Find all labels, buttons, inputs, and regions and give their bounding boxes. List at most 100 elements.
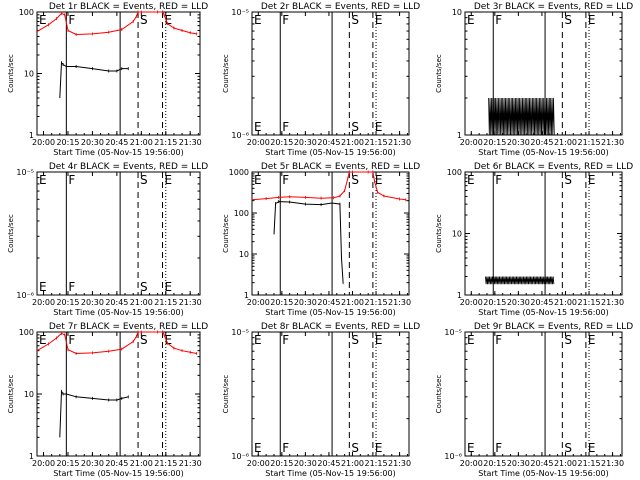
marker-label: E <box>375 441 383 455</box>
marker-label: S <box>351 333 359 347</box>
x-axis-label: Start Time (05-Nov-15 19:56:00) <box>478 148 608 157</box>
x-axis-label: Start Time (05-Nov-15 19:56:00) <box>265 308 395 317</box>
x-axis-label: Start Time (05-Nov-15 19:56:00) <box>53 308 183 317</box>
marker-label: F <box>495 173 502 187</box>
x-tick-label: 21:00 <box>130 298 153 307</box>
y-tick-label: 100 <box>234 209 249 218</box>
x-tick-label: 20:30 <box>507 459 530 468</box>
marker-label: E <box>375 333 383 347</box>
x-tick-label: 21:15 <box>154 138 177 147</box>
x-tick-label: 21:15 <box>154 459 177 468</box>
x-tick-label: 21:00 <box>341 138 364 147</box>
marker-label: F <box>495 441 502 455</box>
x-axis-label: Start Time (05-Nov-15 19:56:00) <box>265 148 395 157</box>
marker-label: E <box>254 333 262 347</box>
y-tick-label: 10⁻⁵ <box>231 328 249 337</box>
x-tick-label: 21:00 <box>554 459 577 468</box>
x-tick-label: 20:30 <box>294 298 317 307</box>
x-tick-label: 20:00 <box>247 298 270 307</box>
y-axis-label: Counts/sec <box>435 375 443 414</box>
marker-label: E <box>467 333 475 347</box>
y-tick-label: 1 <box>457 131 462 140</box>
x-tick-label: 20:15 <box>483 138 506 147</box>
y-axis-label: Counts/sec <box>222 54 230 93</box>
y-tick-label: 100 <box>19 8 34 17</box>
x-tick-label: 20:00 <box>247 138 270 147</box>
x-tick-label: 20:45 <box>530 298 553 307</box>
y-tick-label: 100 <box>19 328 34 337</box>
marker-label: S <box>140 173 148 187</box>
marker-label: E <box>588 333 596 347</box>
x-tick-label: 21:30 <box>388 138 411 147</box>
x-axis-label: Start Time (05-Nov-15 19:56:00) <box>53 469 183 478</box>
marker-label: F <box>68 13 75 27</box>
x-tick-label: 20:45 <box>530 138 553 147</box>
marker-label: S <box>351 441 359 455</box>
x-tick-label: 20:15 <box>483 298 506 307</box>
x-tick-label: 20:00 <box>460 459 483 468</box>
x-tick-label: 21:00 <box>554 298 577 307</box>
x-axis-label: Start Time (05-Nov-15 19:56:00) <box>478 308 608 317</box>
panel-title: Det 2r BLACK = Events, RED = LLD <box>261 2 420 12</box>
series-line <box>488 97 555 136</box>
plot-frame <box>36 171 201 296</box>
x-tick-label: 21:00 <box>341 459 364 468</box>
panel-title: Det 3r BLACK = Events, RED = LLD <box>474 2 633 12</box>
marker-label: F <box>282 441 289 455</box>
marker-label: S <box>140 13 148 27</box>
series-line <box>485 276 555 285</box>
x-tick-label: 20:30 <box>81 298 104 307</box>
marker-label: E <box>588 441 596 455</box>
x-tick-label: 21:00 <box>130 459 153 468</box>
x-tick-label: 20:15 <box>270 298 293 307</box>
marker-label: S <box>351 120 359 134</box>
x-axis-label: Start Time (05-Nov-15 19:56:00) <box>53 148 183 157</box>
y-axis-label: Counts/sec <box>7 214 15 253</box>
x-tick-label: 21:30 <box>179 298 202 307</box>
plot-frame <box>251 331 410 457</box>
x-tick-label: 20:45 <box>317 298 340 307</box>
marker-label: S <box>351 173 359 187</box>
x-tick-label: 20:00 <box>32 138 55 147</box>
marker-label: E <box>39 280 47 294</box>
x-axis-label: Start Time (05-Nov-15 19:56:00) <box>478 469 608 478</box>
x-tick-label: 20:30 <box>294 138 317 147</box>
x-tick-label: 21:30 <box>179 459 202 468</box>
x-tick-label: 20:30 <box>507 298 530 307</box>
x-tick-label: 20:15 <box>270 138 293 147</box>
plot-frame <box>464 11 623 136</box>
marker-label: E <box>39 173 47 187</box>
marker-label: E <box>165 333 173 347</box>
y-axis-label: Counts/sec <box>222 214 230 253</box>
marker-label: E <box>375 120 383 134</box>
x-tick-label: 20:30 <box>81 459 104 468</box>
x-tick-label: 20:15 <box>56 298 79 307</box>
series-line <box>36 331 197 355</box>
y-axis-label: Counts/sec <box>7 375 15 414</box>
x-tick-label: 20:45 <box>105 138 128 147</box>
x-tick-label: 21:00 <box>130 138 153 147</box>
x-tick-label: 20:30 <box>507 138 530 147</box>
x-tick-label: 20:45 <box>317 138 340 147</box>
panel-title: Det 9r BLACK = Events, RED = LLD <box>474 322 633 332</box>
marker-label: E <box>39 13 47 27</box>
panel-title: Det 4r BLACK = Events, RED = LLD <box>49 162 208 172</box>
marker-label: F <box>282 13 289 27</box>
x-tick-label: 20:30 <box>81 138 104 147</box>
marker-label: S <box>140 280 148 294</box>
plot-frame <box>251 171 410 296</box>
x-tick-label: 21:15 <box>364 298 387 307</box>
y-tick-label: 10 <box>24 390 34 399</box>
x-tick-label: 20:45 <box>105 298 128 307</box>
x-tick-label: 21:30 <box>601 459 624 468</box>
marker-label: E <box>254 173 262 187</box>
y-tick-label: 10⁻⁵ <box>16 168 34 177</box>
x-tick-label: 20:15 <box>56 138 79 147</box>
marker-label: E <box>467 13 475 27</box>
series-line <box>59 61 129 99</box>
x-tick-label: 21:30 <box>601 298 624 307</box>
